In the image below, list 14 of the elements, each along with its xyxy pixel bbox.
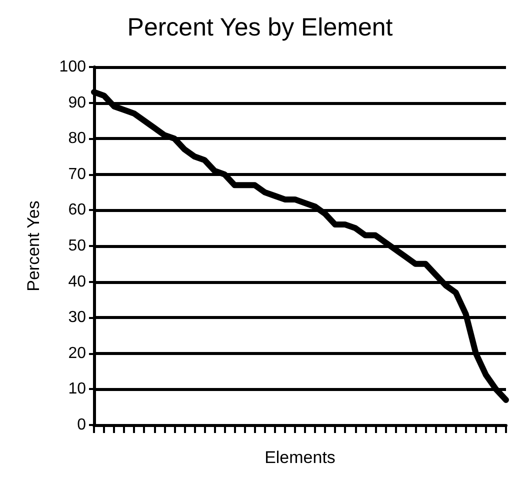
y-tick-label: 60: [68, 202, 86, 219]
y-tick-label: 80: [68, 130, 86, 148]
y-tick-label: 20: [68, 344, 86, 362]
y-tick-label: 70: [68, 166, 86, 183]
y-tick-label: 90: [68, 94, 86, 112]
y-tick-label: 100: [59, 58, 86, 76]
y-axis-title: Percent Yes: [24, 200, 43, 292]
y-tick-label: 10: [68, 380, 86, 398]
y-tick-label: 30: [68, 309, 86, 326]
y-tick-label: 0: [77, 416, 86, 434]
y-tick-label: 40: [68, 273, 86, 290]
chart-title: Percent Yes by Element: [127, 14, 393, 42]
x-axis-title: Elements: [264, 448, 336, 467]
y-tick-label: 50: [68, 238, 86, 254]
